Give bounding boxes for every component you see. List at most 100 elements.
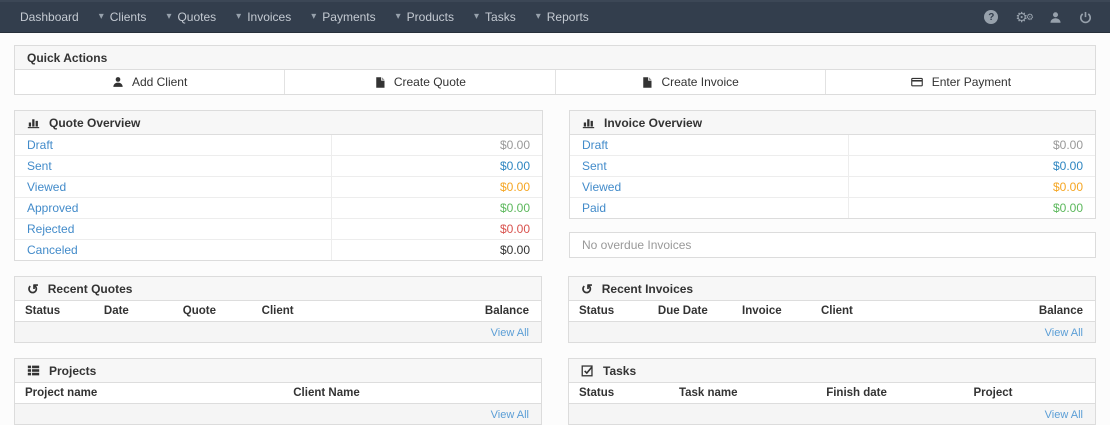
nav-label: Products [406, 10, 455, 24]
column-header: Project [973, 387, 1013, 399]
file-icon [374, 76, 386, 89]
table-footer-row: View All [15, 403, 541, 424]
overview-row: Canceled $0.00 [15, 239, 542, 260]
overview-row: Viewed $0.00 [570, 176, 1095, 198]
column-header: Quote [182, 305, 217, 317]
overview-row: Viewed $0.00 [15, 176, 542, 198]
nav-quotes[interactable]: ▾ Quotes [156, 2, 226, 32]
quote-status-link[interactable]: Viewed [15, 176, 332, 198]
panel-title: Quote Overview [49, 115, 141, 130]
column-header: Client Name [293, 387, 360, 399]
invoice-status-link[interactable]: Viewed [570, 176, 849, 198]
overview-row: Draft $0.00 [15, 135, 542, 156]
view-all-tasks-link[interactable]: View All [1044, 409, 1083, 421]
chevron-down-icon: ▾ [311, 11, 317, 22]
panel-title: Invoice Overview [604, 115, 703, 130]
column-header: Status [579, 387, 615, 399]
button-label: Create Invoice [661, 75, 739, 89]
nav-clients[interactable]: ▾ Clients [89, 2, 157, 32]
overview-row: Sent $0.00 [15, 155, 542, 177]
nav-tasks[interactable]: ▾ Tasks [464, 2, 526, 32]
column-header: Balance [484, 305, 529, 317]
invoice-overview-panel: Invoice Overview Draft $0.00 Sent $0.00 [569, 110, 1096, 219]
nav-reports[interactable]: ▾ Reports [526, 2, 599, 32]
help-icon[interactable]: ? [984, 10, 999, 24]
quote-status-link[interactable]: Draft [15, 135, 332, 156]
button-label: Add Client [131, 75, 188, 89]
user-icon[interactable] [1049, 9, 1062, 25]
overview-row: Draft $0.00 [570, 135, 1095, 156]
panel-title: Projects [49, 363, 97, 378]
check-square-icon [581, 364, 594, 377]
create-invoice-button[interactable]: Create Invoice [555, 70, 826, 94]
credit-card-icon [910, 76, 924, 88]
button-label: Create Quote [393, 75, 466, 89]
invoice-status-link[interactable]: Sent [570, 155, 849, 177]
column-header: Date [103, 305, 129, 317]
navbar-icon-group: ? ⚙ ⚙ [984, 9, 1100, 25]
status-amount: $0.00 [1052, 138, 1083, 152]
power-icon[interactable] [1079, 9, 1092, 25]
nav-label: Tasks [485, 10, 516, 24]
column-header: Client [261, 305, 294, 317]
nav-payments[interactable]: ▾ Payments [301, 2, 385, 32]
quote-overview-panel: Quote Overview Draft $0.00 Sent $0.00 Vi… [14, 110, 543, 261]
chevron-down-icon: ▾ [535, 11, 541, 22]
history-icon: ↺ [27, 280, 39, 297]
table-header-row: Status Due Date Invoice Client Balance [569, 301, 1095, 322]
overview-row: Sent $0.00 [570, 155, 1095, 177]
nav-label: Payments [322, 10, 376, 24]
view-all-projects-link[interactable]: View All [490, 409, 529, 421]
quote-status-link[interactable]: Approved [15, 197, 332, 219]
column-header: Client [820, 305, 853, 317]
panel-title: Recent Quotes [47, 281, 133, 296]
invoice-status-link[interactable]: Paid [570, 197, 849, 218]
column-header: Project name [25, 387, 98, 399]
chevron-down-icon: ▾ [166, 11, 172, 22]
file-icon [641, 76, 653, 89]
nav-invoices[interactable]: ▾ Invoices [226, 2, 301, 32]
status-amount: $0.00 [331, 218, 542, 240]
create-quote-button[interactable]: Create Quote [285, 70, 556, 94]
status-amount: $0.00 [848, 176, 1095, 198]
panel-title: Recent Invoices [601, 281, 694, 296]
table-header-row: Status Date Quote Client Balance [15, 301, 541, 322]
column-header: Invoice [742, 305, 782, 317]
nav-label: Dashboard [20, 10, 79, 24]
table-header-row: Project name Client Name [15, 383, 541, 404]
chevron-down-icon: ▾ [98, 11, 104, 22]
column-header: Finish date [826, 387, 887, 399]
enter-payment-button[interactable]: Enter Payment [825, 70, 1095, 94]
panel-title: Tasks [603, 363, 637, 378]
settings-icon[interactable]: ⚙ ⚙ [1015, 8, 1034, 25]
recent-quotes-panel: ↺ Recent Quotes Status Date Quote Client… [14, 276, 542, 343]
nav-dashboard[interactable]: Dashboard [10, 2, 89, 32]
chevron-down-icon: ▾ [474, 11, 480, 22]
view-all-quotes-link[interactable]: View All [490, 327, 529, 339]
table-footer-row: View All [569, 403, 1095, 424]
list-icon [27, 364, 40, 377]
quote-status-link[interactable]: Sent [15, 155, 332, 177]
status-amount: $0.00 [331, 239, 542, 260]
bar-chart-icon [27, 116, 40, 129]
status-amount: $0.00 [848, 155, 1095, 177]
nav-label: Invoices [247, 10, 292, 24]
projects-panel: Projects Project name Client Name View A… [14, 358, 542, 425]
bar-chart-icon [582, 116, 595, 129]
status-amount: $0.00 [331, 197, 542, 219]
nav-label: Clients [109, 10, 147, 24]
history-icon: ↺ [581, 280, 593, 297]
button-label: Enter Payment [931, 75, 1012, 89]
add-client-button[interactable]: Add Client [15, 70, 286, 94]
overview-row: Approved $0.00 [15, 197, 542, 219]
overview-row: Rejected $0.00 [15, 218, 542, 240]
quote-status-link[interactable]: Canceled [15, 239, 332, 260]
invoice-status-link[interactable]: Draft [570, 135, 849, 156]
view-all-invoices-link[interactable]: View All [1044, 327, 1083, 339]
top-navbar: Dashboard ▾ Clients ▾ Quotes ▾ Invoices … [0, 0, 1110, 33]
nav-products[interactable]: ▾ Products [386, 2, 464, 32]
overdue-invoices-notice: No overdue Invoices [569, 232, 1096, 258]
chevron-down-icon: ▾ [236, 11, 242, 22]
quick-actions-panel: Quick Actions Add Client Create Quote Cr… [14, 45, 1096, 95]
quote-status-link[interactable]: Rejected [15, 218, 332, 240]
